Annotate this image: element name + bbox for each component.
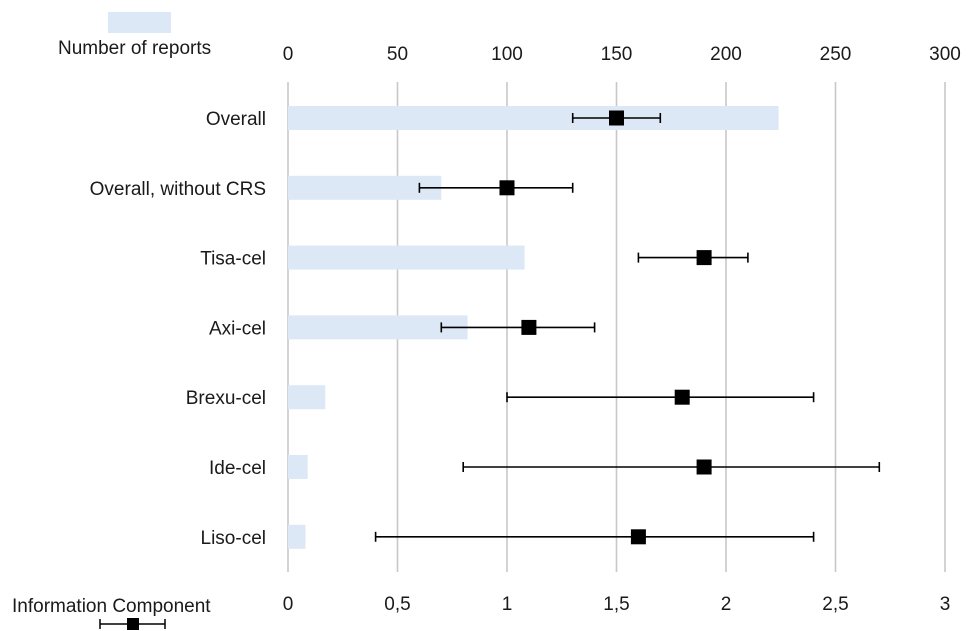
report-count-bar [288, 455, 308, 479]
report-count-bar [288, 315, 468, 340]
category-label: Brexu-cel [186, 388, 266, 409]
bottom-tick-label: 1 [502, 594, 513, 615]
information-component-point [374, 529, 815, 545]
ic-marker [696, 459, 712, 475]
legend-bar-swatch [108, 12, 171, 33]
bottom-tick-label: 1,5 [603, 594, 629, 615]
report-count-bar [288, 106, 779, 130]
category-labels: Overall Overall, without CRS Tisa-cel Axi-c… [90, 109, 266, 549]
bottom-tick-label: 2,5 [822, 594, 848, 615]
top-tick-label: 100 [491, 44, 523, 65]
ic-marker [499, 180, 515, 196]
top-tick-label: 150 [601, 44, 633, 65]
report-count-bar [288, 245, 525, 270]
category-label: Liso-cel [201, 528, 266, 549]
bottom-tick-label: 3 [940, 594, 951, 615]
top-tick-label: 200 [710, 44, 742, 65]
information-component-series [374, 110, 881, 545]
information-component-point [418, 180, 574, 196]
top-axis-ticks: 0 50 100 150 200 250 300 [283, 44, 961, 65]
bottom-tick-label: 0,5 [384, 594, 410, 615]
top-tick-label: 250 [820, 44, 852, 65]
information-component-point [637, 250, 749, 266]
bar-series [288, 106, 779, 549]
report-count-bar [288, 175, 442, 200]
bottom-tick-label: 0 [283, 594, 294, 615]
category-label: Overall [206, 109, 266, 130]
top-axis-title: Number of reports [58, 38, 211, 59]
legend-marker-swatch [99, 618, 166, 630]
ic-marker [696, 250, 712, 266]
ic-marker [674, 389, 690, 405]
information-component-point [506, 389, 815, 405]
ic-marker [521, 319, 537, 335]
top-tick-label: 0 [283, 44, 294, 65]
bottom-axis-title: Information Component [12, 596, 211, 617]
ic-marker [609, 110, 624, 126]
report-count-bar [288, 524, 306, 549]
category-label: Ide-cel [209, 458, 266, 479]
category-label: Axi-cel [209, 318, 266, 339]
top-tick-label: 50 [387, 44, 408, 65]
information-component-point [571, 110, 662, 126]
category-label: Overall, without CRS [90, 179, 266, 200]
bottom-tick-label: 2 [721, 594, 732, 615]
top-tick-label: 300 [929, 44, 961, 65]
information-component-point [440, 319, 596, 335]
category-label: Tisa-cel [200, 249, 266, 270]
ic-marker [630, 529, 646, 545]
bottom-axis-ticks: 0 0,5 1 1,5 2 2,5 3 [283, 594, 951, 615]
report-count-bar [288, 385, 326, 410]
information-component-point [462, 459, 881, 475]
